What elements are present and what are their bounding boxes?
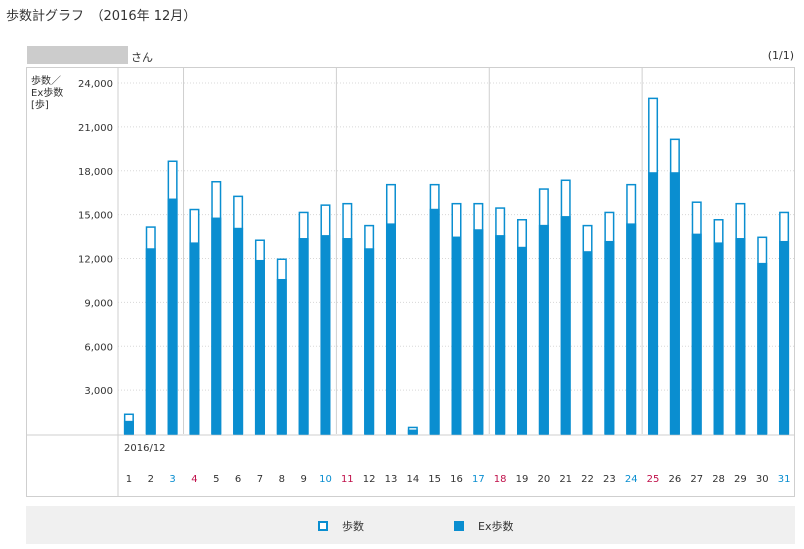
x-tick-label: 17	[472, 474, 485, 485]
x-tick-label: 28	[712, 474, 725, 485]
y-tick-label: 21,000	[78, 123, 113, 134]
y-tick-label: 15,000	[78, 211, 113, 222]
bar-ex-steps	[495, 235, 506, 434]
legend-label-steps: 歩数	[342, 520, 364, 533]
y-axis-label: 歩数／ Ex歩数 [歩]	[31, 76, 63, 112]
x-tick-label: 23	[603, 474, 616, 485]
chart-frame	[26, 67, 795, 497]
bar-ex-steps	[145, 248, 156, 434]
x-tick-label: 20	[537, 474, 550, 485]
x-tick-label: 2	[148, 474, 154, 485]
bar-ex-steps	[211, 217, 222, 434]
x-tick-label: 30	[756, 474, 769, 485]
x-tick-label: 18	[494, 474, 507, 485]
x-tick-label: 25	[647, 474, 660, 485]
legend: 歩数 Ex歩数	[26, 506, 795, 544]
bar-ex-steps	[385, 223, 396, 434]
x-tick-label: 5	[213, 474, 219, 485]
y-axis-label-line: [歩]	[31, 100, 49, 111]
bar-ex-steps	[298, 238, 309, 434]
x-tick-label: 8	[279, 474, 285, 485]
bar-ex-steps	[189, 242, 200, 434]
legend-swatch-steps-icon	[318, 521, 328, 531]
bar-ex-steps	[779, 240, 790, 434]
y-tick-label: 9,000	[84, 298, 113, 309]
page-count: (1/1)	[767, 49, 794, 62]
x-tick-label: 11	[341, 474, 354, 485]
x-tick-label: 15	[428, 474, 441, 485]
legend-item-steps: 歩数	[318, 518, 364, 534]
x-tick-label: 14	[406, 474, 419, 485]
legend-label-ex: Ex歩数	[478, 520, 514, 533]
user-name-redacted	[27, 46, 128, 64]
bar-ex-steps	[233, 227, 244, 434]
bar-ex-steps	[276, 278, 287, 434]
x-tick-label: 29	[734, 474, 747, 485]
y-tick-label: 6,000	[84, 342, 113, 353]
bar-ex-steps	[538, 224, 549, 434]
bar-ex-steps	[517, 246, 528, 434]
bar-ex-steps	[669, 172, 680, 434]
bar-ex-steps	[320, 235, 331, 434]
page-title: 歩数計グラフ （2016年 12月）	[6, 9, 197, 24]
y-tick-label: 18,000	[78, 167, 113, 178]
y-tick-label: 12,000	[78, 255, 113, 266]
bar-ex-steps	[407, 429, 418, 434]
bar-ex-steps	[560, 216, 571, 434]
bar-ex-steps	[648, 172, 659, 434]
x-tick-label: 19	[516, 474, 529, 485]
bar-ex-steps	[473, 229, 484, 434]
y-tick-label: 3,000	[84, 386, 113, 397]
x-tick-label: 10	[319, 474, 332, 485]
bar-ex-steps	[582, 251, 593, 434]
bar-ex-steps	[451, 236, 462, 434]
user-name-suffix: さん	[131, 51, 153, 64]
bar-ex-steps	[254, 259, 265, 434]
x-tick-label: 1	[126, 474, 132, 485]
bar-ex-steps	[757, 262, 768, 434]
x-tick-label: 9	[300, 474, 306, 485]
y-axis-label-line: Ex歩数	[31, 88, 64, 99]
bar-ex-steps	[604, 240, 615, 434]
x-tick-label: 22	[581, 474, 594, 485]
x-tick-label: 4	[191, 474, 197, 485]
x-tick-label: 6	[235, 474, 241, 485]
bar-ex-steps	[123, 420, 134, 434]
x-tick-label: 12	[363, 474, 376, 485]
x-tick-label: 24	[625, 474, 638, 485]
x-tick-label: 3	[169, 474, 175, 485]
bar-ex-steps	[691, 233, 702, 434]
x-tick-label: 31	[778, 474, 791, 485]
bar-ex-steps	[713, 242, 724, 434]
bar-ex-steps	[735, 238, 746, 434]
x-tick-label: 13	[385, 474, 398, 485]
x-tick-label: 27	[690, 474, 703, 485]
bar-ex-steps	[342, 238, 353, 434]
bar-ex-steps	[626, 223, 637, 434]
period-label: 2016/12	[124, 443, 166, 454]
legend-item-ex: Ex歩数	[454, 518, 513, 534]
legend-swatch-ex-icon	[454, 521, 464, 531]
x-tick-label: 26	[669, 474, 682, 485]
bar-ex-steps	[364, 248, 375, 434]
bar-ex-steps	[429, 208, 440, 434]
x-tick-label: 7	[257, 474, 263, 485]
x-tick-label: 21	[559, 474, 572, 485]
y-tick-label: 24,000	[78, 79, 113, 90]
y-axis-label-line: 歩数／	[31, 76, 61, 87]
bar-ex-steps	[167, 198, 178, 434]
x-tick-label: 16	[450, 474, 463, 485]
